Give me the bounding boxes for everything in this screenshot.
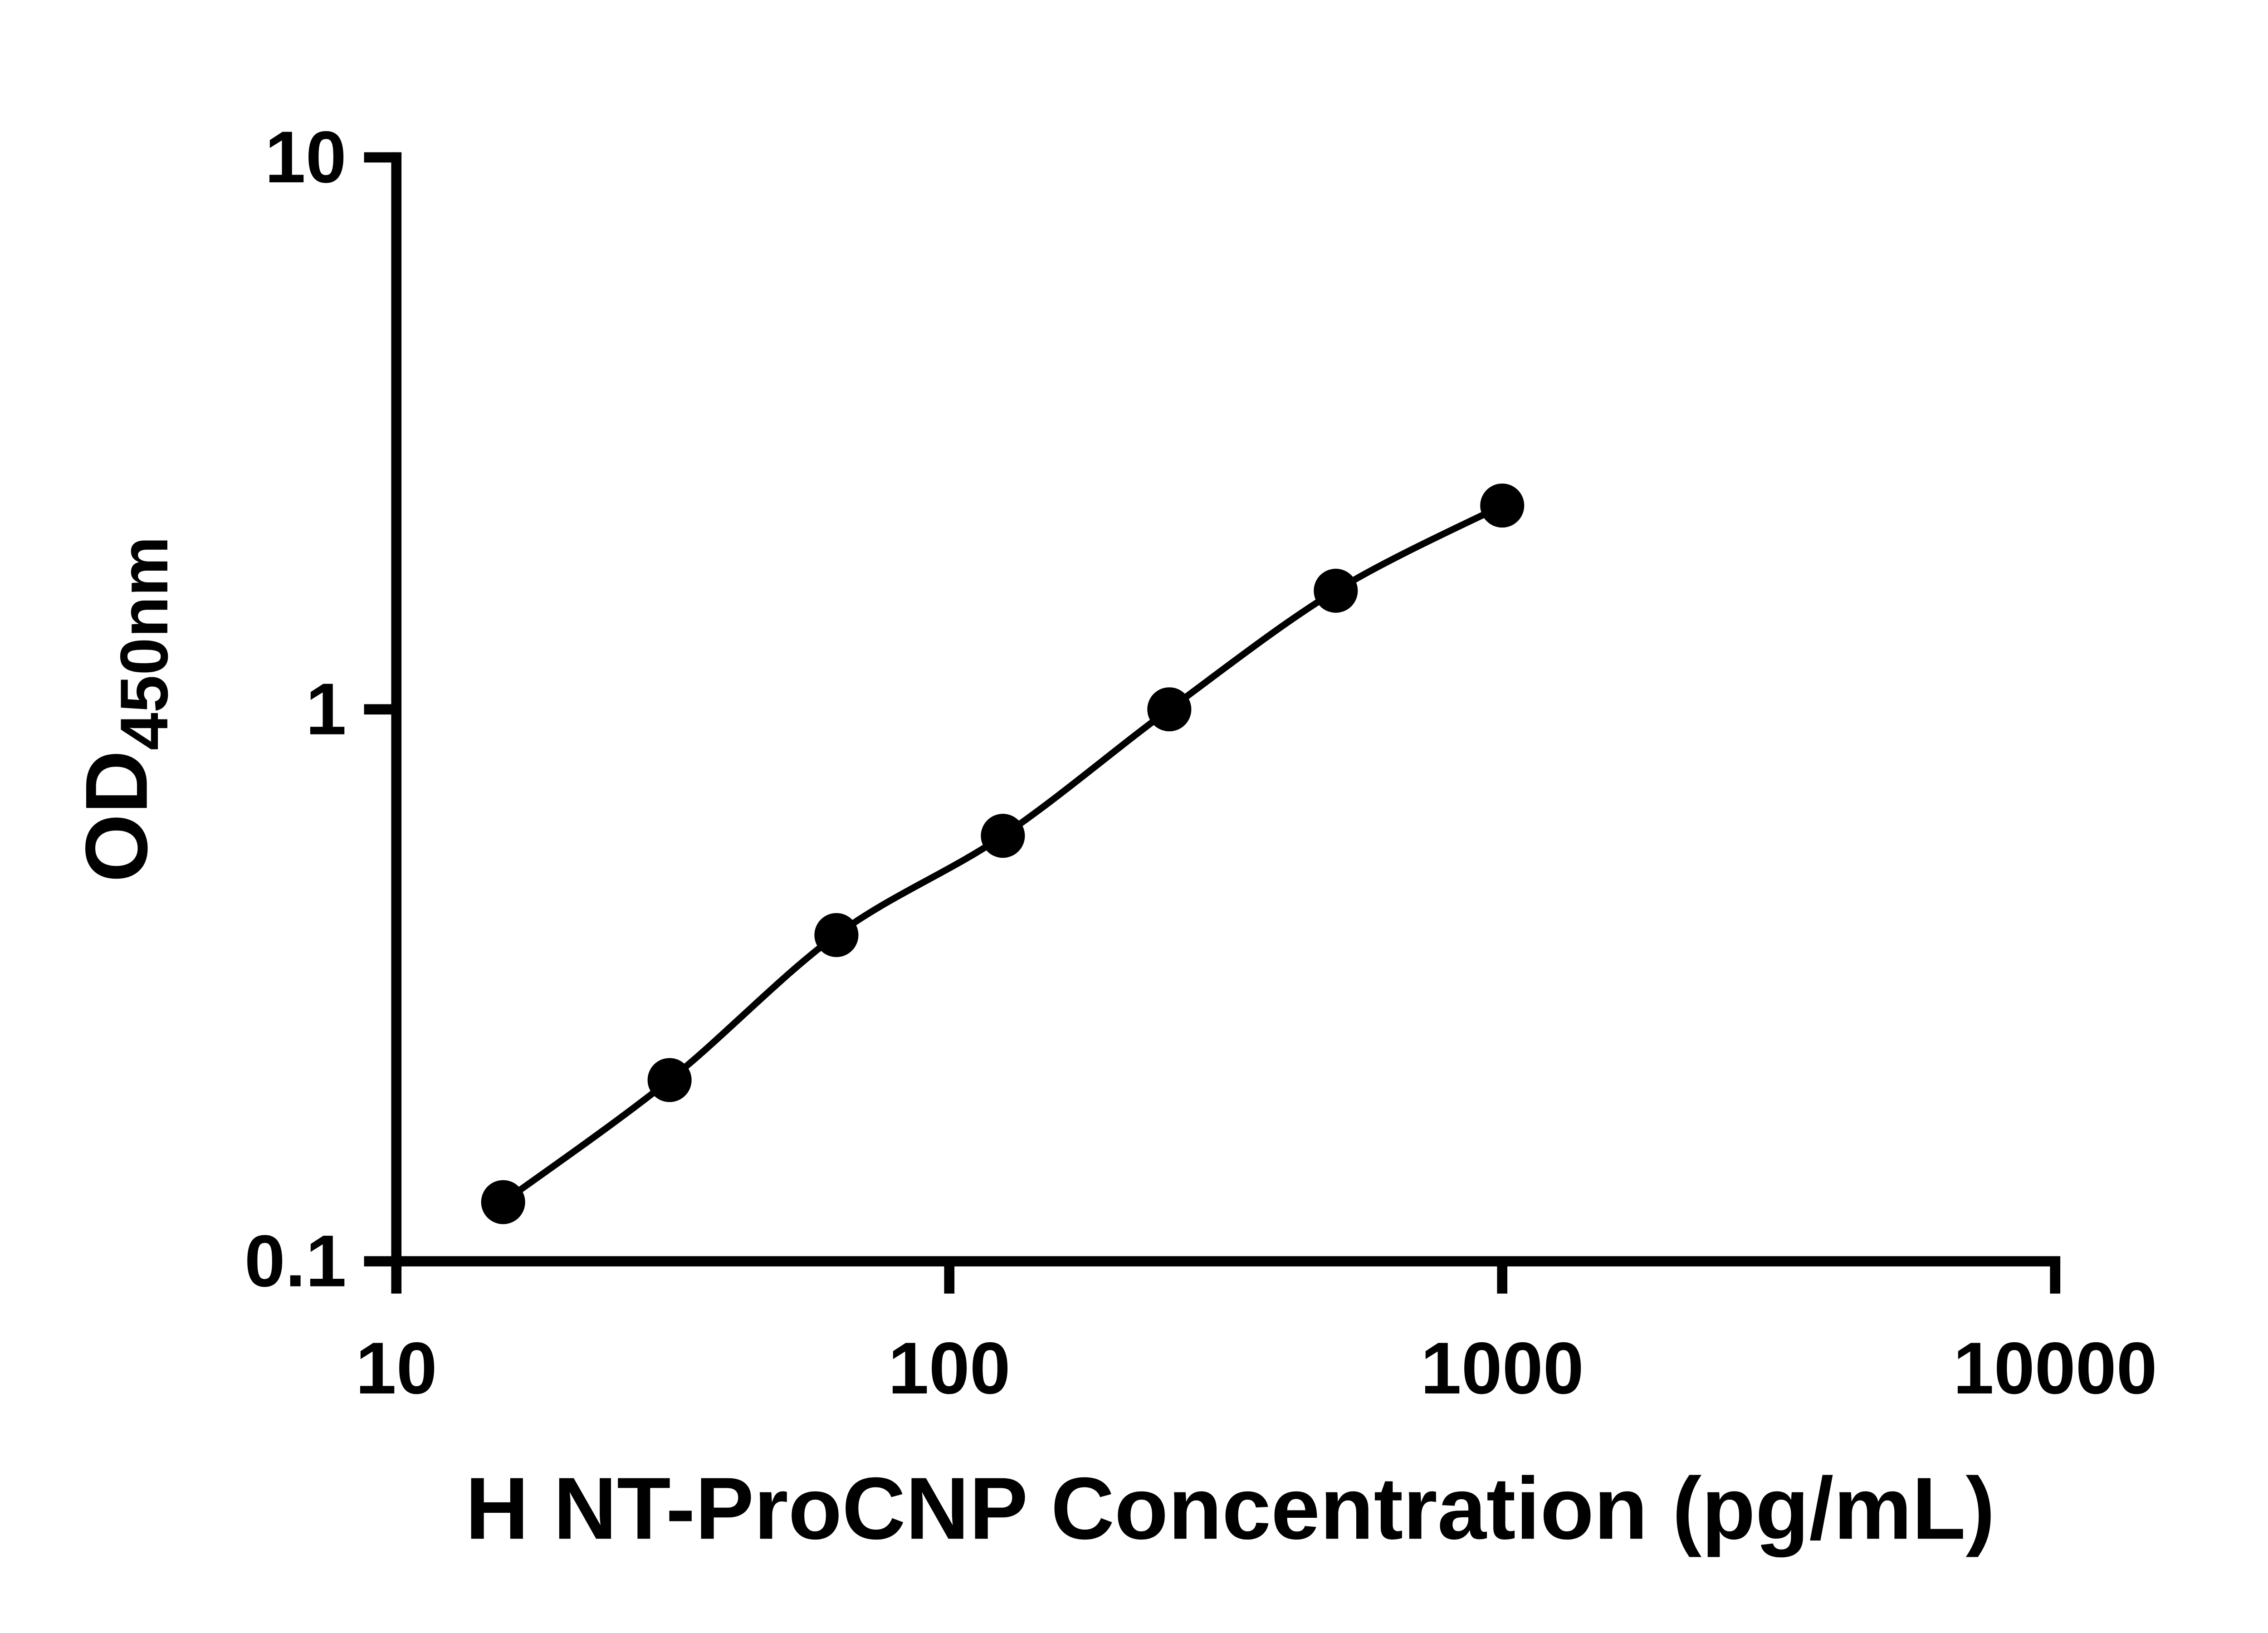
data-point-marker <box>647 1058 692 1102</box>
data-point-marker <box>981 814 1025 858</box>
data-point-marker <box>814 913 859 957</box>
y-tick-label: 1 <box>306 669 347 750</box>
standard-curve-series <box>481 483 1525 1224</box>
x-tick-label: 10 <box>356 1328 437 1409</box>
y-tick-label: 0.1 <box>244 1221 347 1302</box>
data-point-marker <box>481 1180 525 1224</box>
y-axis-title-main: OD <box>68 750 166 882</box>
x-axis-ticks: 10 100 1000 10000 <box>356 1261 2157 1409</box>
data-point-marker <box>1147 687 1192 732</box>
y-axis-title-sub: 450nm <box>106 536 182 750</box>
data-point-marker <box>1480 483 1525 528</box>
y-axis-title: OD450nm <box>68 536 182 882</box>
y-axis-ticks: 0.1 1 10 <box>244 117 396 1302</box>
y-tick-label: 10 <box>265 117 347 198</box>
x-tick-label: 1000 <box>1421 1328 1584 1409</box>
x-axis-title: H NT-ProCNP Concentration (pg/mL) <box>465 1459 1995 1558</box>
x-tick-label: 10000 <box>1953 1328 2157 1409</box>
x-tick-label: 100 <box>888 1328 1011 1409</box>
data-point-marker <box>1314 568 1358 613</box>
